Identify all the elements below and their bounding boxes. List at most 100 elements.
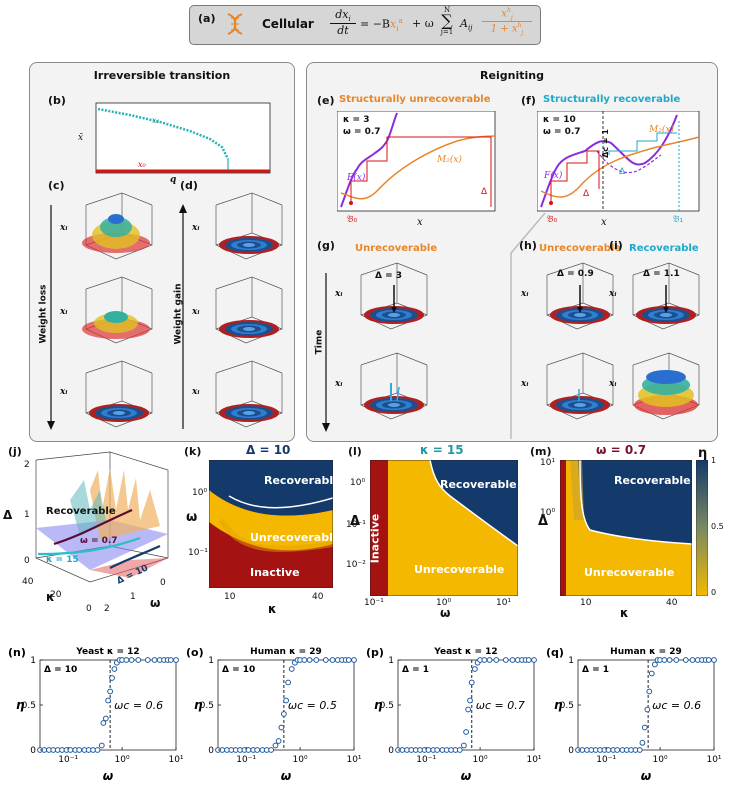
panel-l-ytick-1: 10⁻¹ xyxy=(346,520,366,530)
panel-e-omega: ω = 0.7 xyxy=(343,127,381,137)
panel-m-xtick-0: 10 xyxy=(580,598,592,608)
equation-label: Cellular xyxy=(262,17,314,31)
panel-i-title: Recoverable xyxy=(629,243,699,254)
data-point xyxy=(100,720,107,726)
panel-h-top-3d xyxy=(546,262,614,330)
data-point xyxy=(306,657,313,663)
data-point xyxy=(673,657,680,663)
irreversible-box: Irreversible transition (b) x̄ q x₁ x₀ (… xyxy=(29,62,295,442)
y-axis-label: η xyxy=(194,698,203,712)
panel-f-F: F(x) xyxy=(544,171,563,181)
y-tick-label: 0.5 xyxy=(200,701,214,711)
weight-loss-arrow xyxy=(47,205,55,430)
panel-f-label: (f) xyxy=(521,94,536,107)
panel-j-kappa-curve: κ = 15 xyxy=(46,555,79,565)
x-tick-label: 10¹ xyxy=(706,755,721,765)
data-point xyxy=(689,657,696,663)
omega-c-label: ωc = 0.6 xyxy=(652,699,701,712)
x-tick-label: 10⁰ xyxy=(653,755,668,765)
data-point xyxy=(434,747,441,753)
panel-j-wtick-1: 1 xyxy=(130,592,136,602)
data-point xyxy=(705,657,712,663)
data-point xyxy=(107,688,114,695)
panel-label: (n) xyxy=(8,646,26,659)
panel-f-title: Structurally recoverable xyxy=(543,94,681,105)
eq-sum: N ∑ j=1 xyxy=(437,6,457,36)
panel-f-x: x xyxy=(601,217,607,228)
panel-c-bot-3d xyxy=(85,360,153,428)
panel-g-title: Unrecoverable xyxy=(355,243,438,254)
panel-e-title: Structurally unrecoverable xyxy=(339,94,491,105)
panel-j-ytick-0: 0 xyxy=(24,556,30,566)
data-point xyxy=(351,657,357,663)
panel-k-title: Δ = 10 xyxy=(246,443,291,457)
x-tick-label: 10⁻¹ xyxy=(236,755,256,765)
plot-frame xyxy=(39,659,177,751)
eq-term1-sub: i xyxy=(396,24,399,33)
panel-m-label: (m) xyxy=(530,445,552,458)
panel-m-cbar-tick-05: 0.5 xyxy=(711,522,724,531)
y-tick-label: 0 xyxy=(208,746,214,756)
eq-term1-op: = −B xyxy=(360,17,391,31)
data-point xyxy=(636,747,643,753)
eq-frac-num: x xyxy=(501,8,507,20)
eq-A: Aij xyxy=(460,17,472,32)
eq-frac: xhj 1 + xhj xyxy=(482,7,532,37)
chart-inner-label: Δ = 1 xyxy=(582,665,609,675)
panel-j-ylabel: Δ xyxy=(3,508,13,522)
eq-omega: + ω xyxy=(412,17,434,30)
data-point xyxy=(531,657,537,663)
panel-l-ytick-2: 10⁻² xyxy=(346,560,366,570)
panel-label: (p) xyxy=(366,646,384,659)
x-tick-label: 10⁰ xyxy=(115,755,130,765)
y-tick-label: 0.5 xyxy=(560,701,574,711)
panel-k-ytick-1: 10⁻¹ xyxy=(188,548,208,558)
reigniting-box: Reigniting (e) Structurally unrecoverabl… xyxy=(306,62,718,442)
data-point xyxy=(481,657,488,663)
y-tick-label: 1 xyxy=(30,656,36,666)
panel-k-heatmap xyxy=(209,460,333,588)
data-point xyxy=(151,657,158,663)
y-tick-label: 0 xyxy=(30,746,36,756)
panel-b-label: (b) xyxy=(48,94,66,107)
panel-k-xlabel: κ xyxy=(268,602,277,616)
c-xi-3: xᵢ xyxy=(60,387,68,397)
panel-c-top-3d xyxy=(82,192,153,260)
omega-c-label: ωc = 0.5 xyxy=(288,699,337,712)
panel-g-label: (g) xyxy=(317,239,335,252)
panel-m-ylabel: Δ xyxy=(538,514,549,529)
panel-i-bot-3d xyxy=(632,352,700,420)
chart-title: Yeast κ = 12 xyxy=(75,647,139,657)
panel-k-ytick-0: 10⁰ xyxy=(192,488,208,498)
data-point xyxy=(272,742,279,749)
panel-m-colorbar xyxy=(696,460,708,596)
panel-m-heatmap xyxy=(560,460,692,596)
data-point xyxy=(123,657,130,663)
data-point xyxy=(329,657,336,663)
panel-b-ylabel: x̄ xyxy=(78,133,84,143)
eq-frac-num-sup: h xyxy=(506,7,511,14)
data-point xyxy=(644,706,651,713)
c-xi-2: xᵢ xyxy=(60,307,68,317)
panel-d-label: (d) xyxy=(180,179,198,192)
g-xi-2: xᵢ xyxy=(335,379,343,389)
panel-m-title: ω = 0.7 xyxy=(596,443,647,457)
y-axis-label: η xyxy=(374,698,383,712)
panel-f-deltac: Δc = 1 xyxy=(600,129,610,158)
eta-chart-1: 0 0.5 1 10⁻¹ 10⁰ 10¹ (o) Human κ = 29 Δ = 10 ωc =… xyxy=(184,644,362,790)
panel-l-inactive: Inactive xyxy=(368,513,382,564)
plot-frame xyxy=(577,659,715,751)
y-tick-label: 0.5 xyxy=(22,701,36,711)
panel-j-wtick-2: 2 xyxy=(104,604,110,614)
chart-inner-label: Δ = 10 xyxy=(222,665,255,675)
panel-f-delta-cyan: Δ xyxy=(619,167,626,177)
x-tick-label: 10⁻¹ xyxy=(58,755,78,765)
y-tick-label: 1 xyxy=(388,656,394,666)
data-point xyxy=(614,747,621,753)
x-axis-label: ω xyxy=(641,769,652,783)
panel-e-B0: 𝔅₀ xyxy=(347,215,358,225)
eq-term1: = −Bxia xyxy=(360,17,403,33)
data-point xyxy=(648,670,655,677)
panel-k-xtick-1: 40 xyxy=(312,592,324,602)
data-point xyxy=(486,657,493,663)
